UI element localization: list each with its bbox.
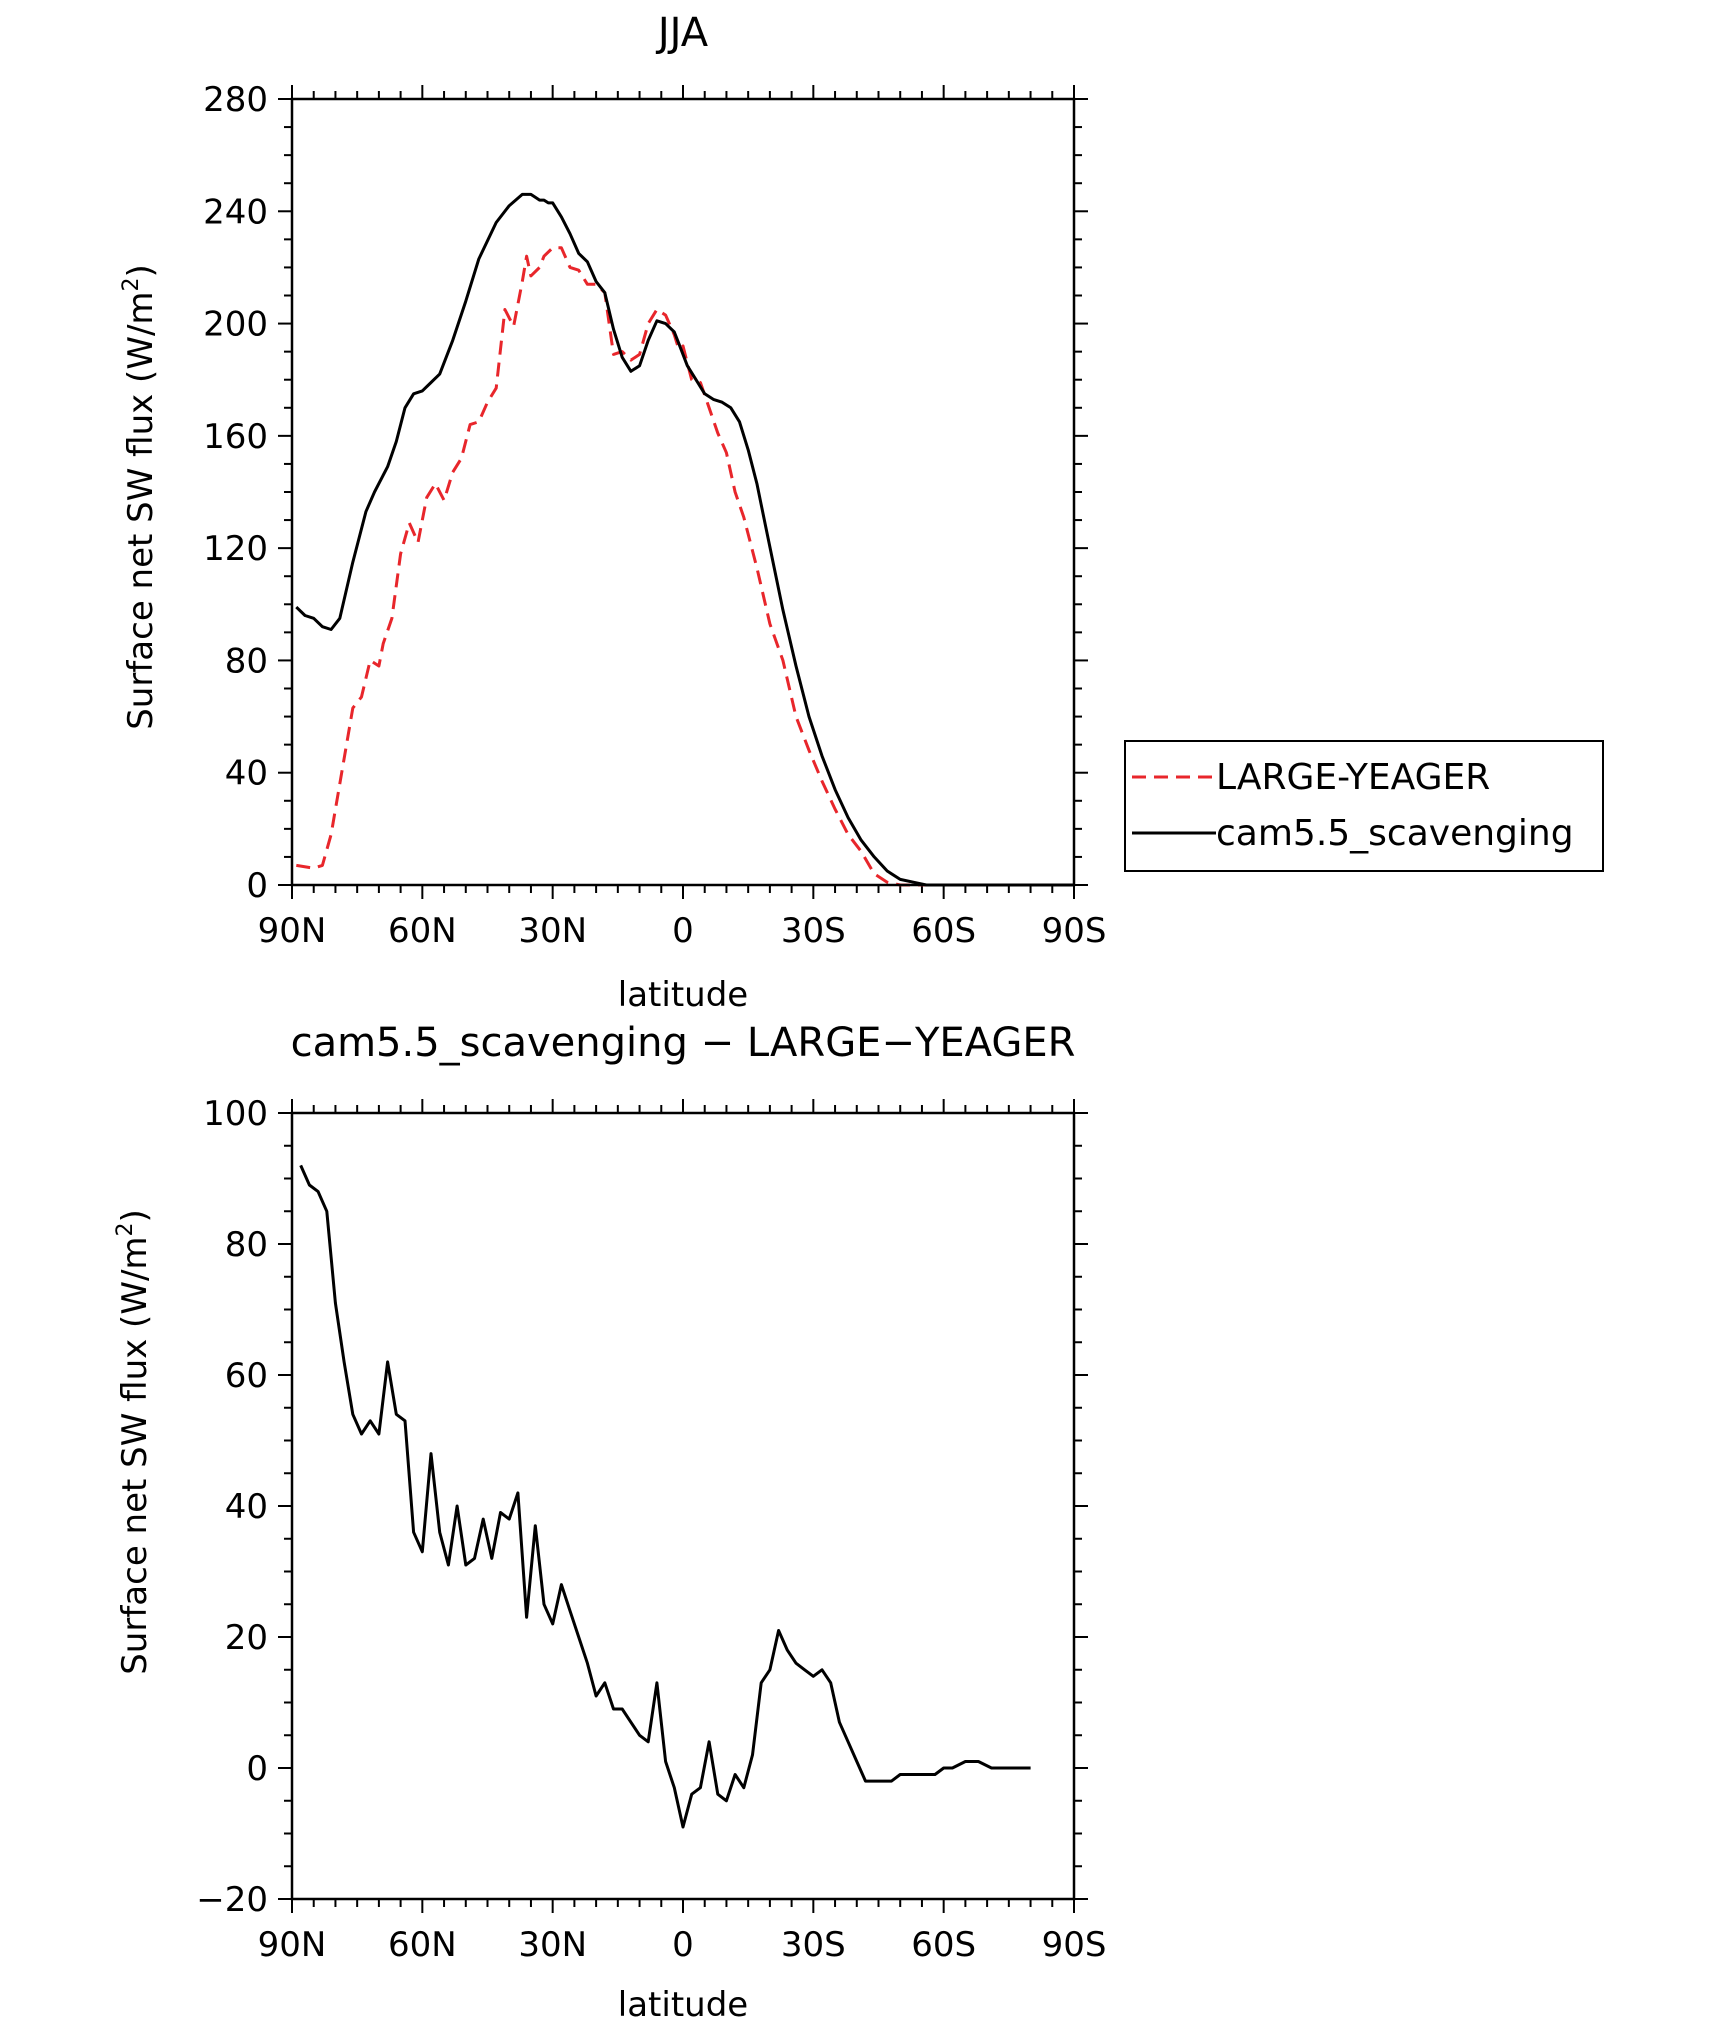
x-tick-label: 30S: [781, 911, 846, 951]
x-tick-label: 90N: [258, 911, 327, 951]
x-tick-label: 0: [672, 911, 694, 951]
bottom-panel-plot-area: [299, 1164, 1031, 1829]
x-tick-label: 0: [672, 1925, 694, 1965]
top-ylabel-sup: 2: [119, 277, 144, 291]
series-line-panel1-0: [299, 1164, 1031, 1829]
y-tick-label: −20: [196, 1880, 268, 1920]
x-tick-label: 90S: [1042, 911, 1107, 951]
x-tick-label: 90S: [1042, 1925, 1107, 1965]
legend-box: [1124, 740, 1604, 872]
y-tick-label: 240: [203, 192, 268, 232]
x-tick-label: 60N: [388, 1925, 457, 1965]
y-tick-label: 40: [225, 1487, 268, 1527]
y-tick-label: 120: [203, 529, 268, 569]
svg-text:Surface net SW flux (W/m2): Surface net SW flux (W/m2): [119, 264, 161, 730]
y-tick-label: 100: [203, 1094, 268, 1134]
bottom-panel-frame: [290, 1111, 1076, 1901]
y-tick-label: 200: [203, 305, 268, 345]
top-panel-y-axis-label: Surface net SW flux (W/m2): [119, 264, 161, 730]
x-tick-label: 90N: [258, 1925, 327, 1965]
y-tick-label: 0: [246, 1749, 268, 1789]
bottom-panel-x-axis-label: latitude: [618, 1985, 748, 2021]
bottom-panel-y-axis-label: Surface net SW flux (W/m2): [113, 1209, 155, 1675]
bottom-ylabel-sup: 2: [113, 1222, 138, 1236]
x-tick-label: 60N: [388, 911, 457, 951]
legend-label-large-yeager: LARGE-YEAGER: [1216, 757, 1490, 798]
bottom-ylabel-suffix: ): [115, 1209, 155, 1222]
x-tick-label: 30N: [518, 1925, 587, 1965]
legend-label-cam55: cam5.5_scavenging: [1216, 813, 1574, 854]
x-tick-label: 60S: [911, 911, 976, 951]
y-tick-label: 60: [225, 1356, 268, 1396]
top-panel-title: JJA: [655, 10, 709, 56]
top-ylabel-suffix: ): [121, 264, 161, 277]
top-panel-frame: [290, 97, 1076, 887]
top-panel-ticks: 90N 60N 30N 0 30S 60S 90S 0 40 80 120 160 200 240 280: [203, 80, 1106, 951]
x-tick-label: 30N: [518, 911, 587, 951]
bottom-ylabel-main: Surface net SW flux (W/m: [115, 1236, 155, 1674]
y-tick-label: 80: [225, 641, 268, 681]
y-tick-label: 160: [203, 417, 268, 457]
y-tick-label: 80: [225, 1225, 268, 1265]
top-panel: JJA Surface net SW flux (W/m2) latitude …: [119, 10, 1604, 1015]
x-tick-label: 30S: [781, 1925, 846, 1965]
top-panel-plot-area: [295, 192, 1074, 887]
bottom-panel-title: cam5.5_scavenging − LARGE−YEAGER: [291, 1020, 1076, 1066]
y-tick-label: 280: [203, 80, 268, 120]
y-tick-label: 20: [225, 1618, 268, 1658]
top-ylabel-main: Surface net SW flux (W/m: [121, 291, 161, 729]
series-line-cam5-5-scavenging: [295, 192, 1074, 887]
legend: LARGE-YEAGER cam5.5_scavenging: [1124, 740, 1604, 872]
x-tick-label: 60S: [911, 1925, 976, 1965]
svg-text:Surface net SW flux (W/m2): Surface net SW flux (W/m2): [113, 1209, 155, 1675]
y-tick-label: 0: [246, 866, 268, 906]
top-panel-x-axis-label: latitude: [618, 975, 748, 1015]
y-tick-label: 40: [225, 754, 268, 794]
series-line-large-yeager: [296, 246, 1074, 887]
bottom-panel-ticks: 90N 60N 30N 0 30S 60S 90S −20 0 20 40 60 80 100: [196, 1094, 1106, 1965]
bottom-panel: cam5.5_scavenging − LARGE−YEAGER Surface…: [113, 1020, 1106, 2021]
